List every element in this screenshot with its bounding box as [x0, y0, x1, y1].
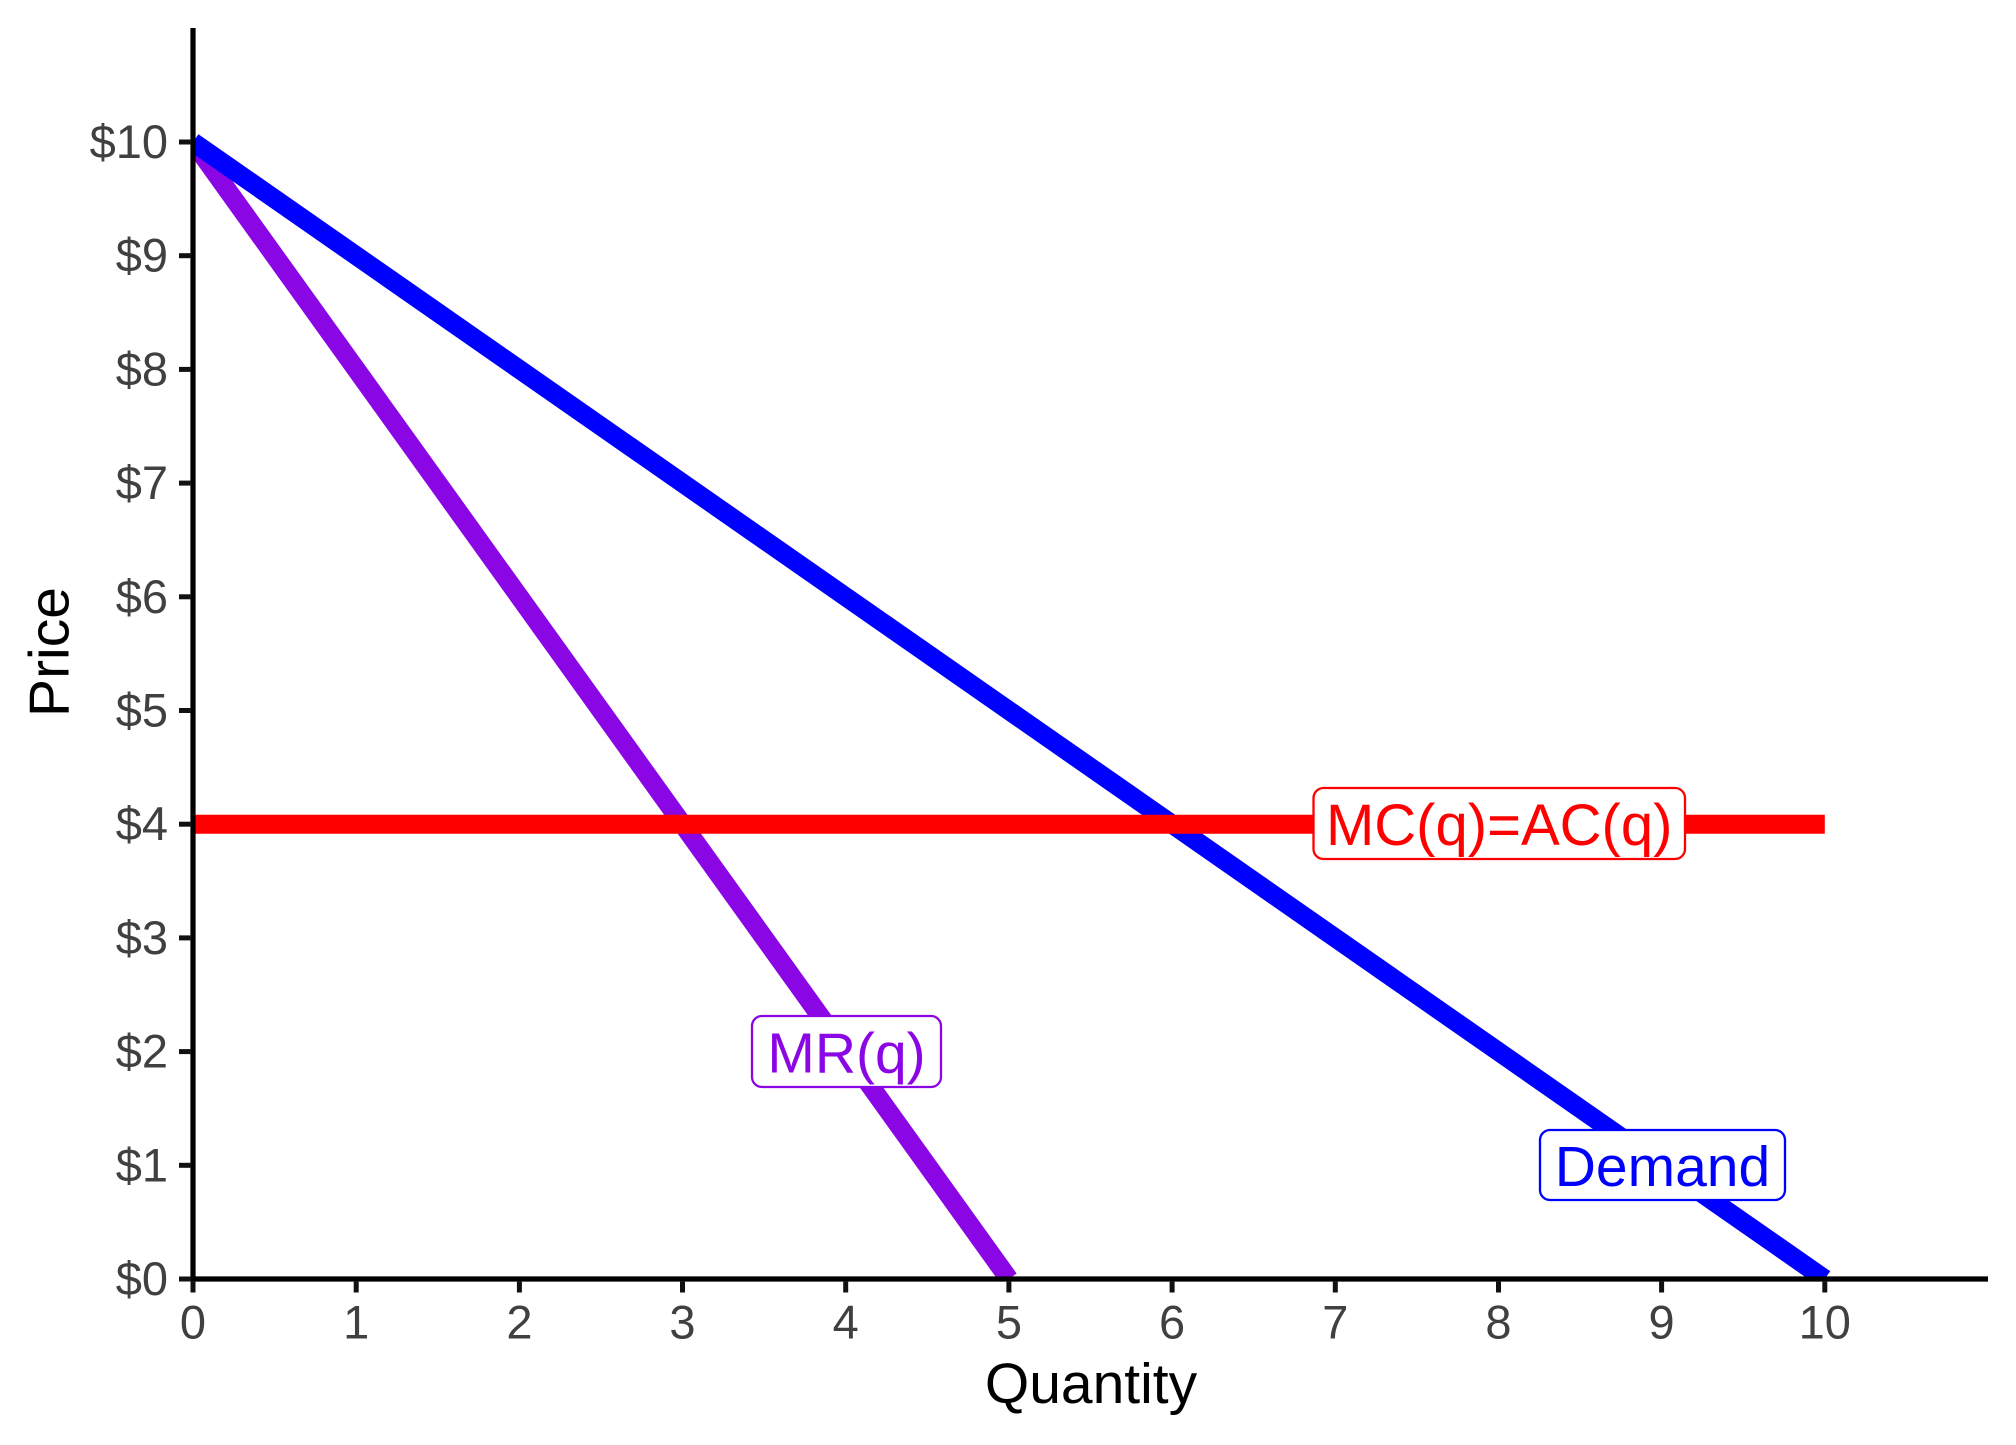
svg-text:5: 5	[996, 1296, 1022, 1349]
svg-text:Quantity: Quantity	[985, 1352, 1198, 1416]
svg-text:4: 4	[833, 1296, 859, 1349]
svg-text:$4: $4	[116, 797, 168, 850]
svg-text:10: 10	[1799, 1296, 1851, 1349]
svg-text:3: 3	[669, 1296, 695, 1349]
svg-text:1: 1	[343, 1296, 369, 1349]
svg-text:$1: $1	[116, 1138, 168, 1191]
svg-text:$9: $9	[116, 229, 168, 282]
svg-text:Price: Price	[18, 587, 82, 717]
svg-text:$8: $8	[116, 342, 168, 395]
svg-text:8: 8	[1485, 1296, 1511, 1349]
svg-text:$10: $10	[90, 115, 168, 168]
svg-text:$5: $5	[116, 684, 168, 737]
svg-text:MC(q)=AC(q): MC(q)=AC(q)	[1326, 793, 1672, 858]
svg-text:$7: $7	[116, 456, 168, 509]
svg-text:MR(q): MR(q)	[767, 1022, 925, 1086]
svg-text:$3: $3	[116, 911, 168, 964]
svg-text:$2: $2	[116, 1025, 168, 1078]
svg-text:$6: $6	[116, 570, 168, 623]
svg-text:6: 6	[1159, 1296, 1185, 1349]
svg-text:$0: $0	[116, 1252, 168, 1305]
svg-text:7: 7	[1322, 1296, 1348, 1349]
svg-text:2: 2	[506, 1296, 532, 1349]
svg-text:9: 9	[1649, 1296, 1675, 1349]
svg-text:0: 0	[180, 1296, 206, 1349]
svg-text:Demand: Demand	[1555, 1135, 1770, 1199]
